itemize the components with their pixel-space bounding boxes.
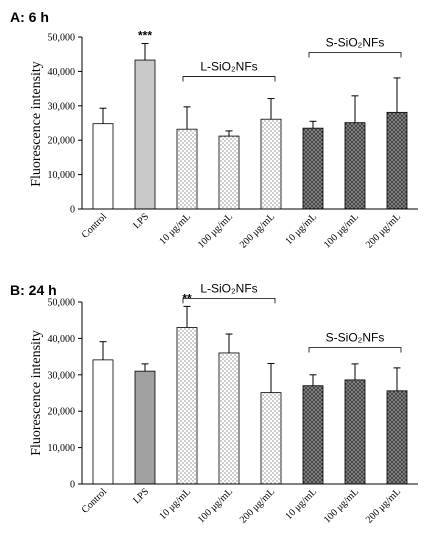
panel-a-group-bracket [182,76,276,82]
panel-b-category-label: 100 μg/mL [196,486,235,525]
panel-b-bar [218,352,240,485]
panel-b-group-bracket [308,347,402,353]
panel-a-category-label: 200 μg/mL [238,211,277,250]
panel-b-title: B: 24 h [10,282,57,298]
panel-b-group-bracket [182,297,276,304]
panel-a-ylabel: Fluorescence intensity [29,61,44,187]
panel-a-significance: *** [138,29,152,43]
panel-a-bar [344,122,366,210]
panel-a-ytick-label: 10,000 [48,170,76,181]
panel-b-ytick-label: 30,000 [48,370,76,381]
panel-a-ytick-label: 40,000 [48,67,76,78]
panel-a-yticks: 0 10,000 20,000 30,000 40,000 50,000 [48,33,82,216]
panel-b-ylabel: Fluorescence intensity [29,330,44,456]
panel-b-ytick-label: 40,000 [48,334,76,345]
panel-a: A: 6 h Fluorescence intensity 0 10,000 20,… [10,9,418,251]
panel-b-group-label: L-SiO₂NFs [200,281,257,295]
panel-a-group-label: S-SiO₂NFs [326,35,385,49]
panel-b-category-label: 200 μg/mL [364,486,403,525]
panel-a-ytick-label: 20,000 [48,136,76,147]
panel-a-group-label: L-SiO₂NFs [200,60,257,74]
panel-b-category-label: Control [80,486,110,516]
panel-a-ytick-label: 30,000 [48,101,76,112]
panel-a-bar [92,123,114,210]
panel-a-ytick-label: 0 [70,205,75,216]
panel-a-category-label: 100 μg/mL [322,211,361,250]
panel-a-bar [134,59,156,210]
panel-b-ytick-label: 10,000 [48,443,76,454]
panel-a-ytick-label: 50,000 [48,33,76,44]
panel-b-bar [344,379,366,485]
panel-a-categories: Control LPS 10 μg/mL 100 μg/mL 200 μg/mL 10 μ… [80,211,403,250]
panel-b-ytick-label: 50,000 [48,298,76,309]
panel-b-bar [260,392,282,485]
panel-a-category-label: Control [80,211,110,241]
panel-b-yticks: 0 10,000 20,000 30,000 40,000 50,000 [48,298,82,491]
panel-b: B: 24 h Fluorescence intensity 0 10,000 20… [10,281,418,526]
panel-b-ytick-label: 20,000 [48,407,76,418]
panel-a-bar [302,127,324,210]
panel-b-bar [386,390,408,485]
panel-a-category-label: 100 μg/mL [196,211,235,250]
panel-b-bar [92,359,114,485]
panel-b-category-label: 10 μg/mL [283,486,319,522]
panel-b-category-label: 10 μg/mL [157,486,193,522]
panel-b-bar [176,327,198,485]
panel-a-category-label: 200 μg/mL [364,211,403,250]
panel-b-bar [134,370,156,485]
panel-a-category-label: 10 μg/mL [157,211,193,247]
panel-b-category-label: 200 μg/mL [238,486,277,525]
panel-a-title: A: 6 h [10,9,49,25]
panel-a-category-label: 10 μg/mL [283,211,319,247]
panel-a-bar [260,118,282,210]
panel-b-categories: Control LPS 10 μg/mL 100 μg/mL 200 μg/mL 10 μ… [80,486,403,525]
panel-a-group-bracket [308,52,402,58]
panel-b-category-label: LPS [131,486,151,506]
panel-a-category-label: LPS [131,211,151,231]
panel-a-bar [176,128,198,210]
panel-b-bar [302,385,324,485]
panel-a-bar [386,111,408,210]
panel-a-bar [218,135,240,210]
panel-a-bars: *** L-SiO₂NFs S-SiO₂NFs [92,29,408,210]
panel-b-ytick-label: 0 [70,480,75,491]
panel-b-category-label: 100 μg/mL [322,486,361,525]
panel-b-group-label: S-SiO₂NFs [326,331,385,345]
